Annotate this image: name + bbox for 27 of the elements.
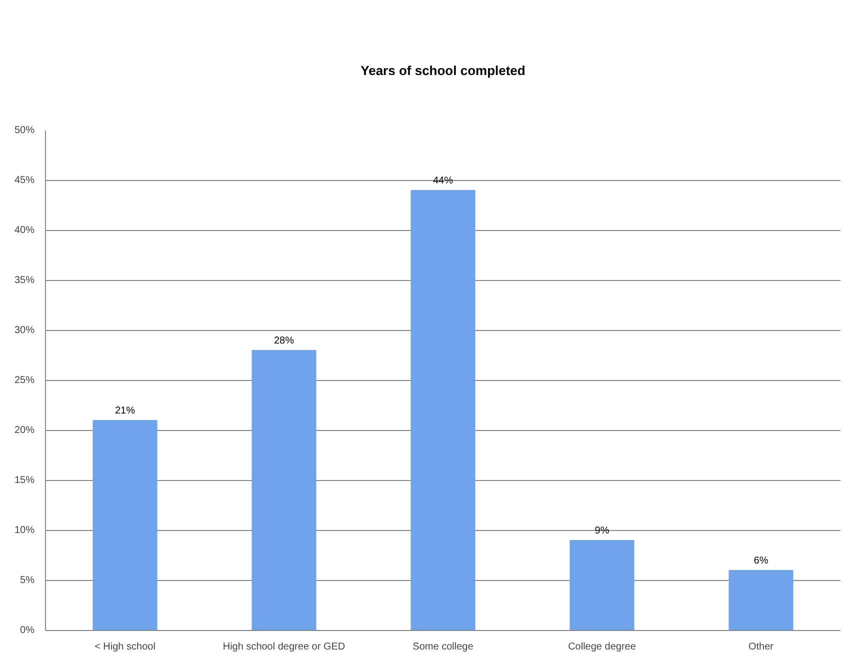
y-tick-label: 30% bbox=[14, 325, 35, 336]
y-tick-label: 5% bbox=[20, 575, 35, 586]
bar bbox=[92, 420, 158, 630]
y-tick-label: 10% bbox=[14, 525, 35, 536]
y-tick-label: 20% bbox=[14, 425, 35, 436]
y-tick-label: 35% bbox=[14, 275, 35, 286]
bar bbox=[252, 350, 316, 630]
data-label: 44% bbox=[432, 176, 454, 186]
chart-title: Years of school completed bbox=[360, 63, 526, 78]
x-tick-label: College degree bbox=[568, 642, 636, 652]
bar bbox=[410, 190, 476, 630]
x-tick-label: Other bbox=[748, 642, 774, 652]
y-tick-label: 45% bbox=[14, 175, 35, 186]
data-label: 9% bbox=[594, 526, 610, 536]
data-label: 6% bbox=[754, 556, 768, 566]
y-tick-label: 0% bbox=[20, 625, 35, 636]
y-tick-label: 15% bbox=[14, 475, 35, 486]
y-tick-label: 25% bbox=[14, 375, 35, 386]
x-tick-label: < High school bbox=[94, 642, 156, 652]
data-label: 21% bbox=[114, 406, 136, 416]
bar bbox=[728, 570, 794, 630]
y-tick-label: 40% bbox=[14, 225, 35, 236]
data-label: 28% bbox=[274, 336, 294, 346]
x-tick-label: Some college bbox=[412, 642, 474, 652]
x-tick-label: High school degree or GED bbox=[222, 642, 346, 652]
y-tick-label: 50% bbox=[14, 125, 35, 136]
bar bbox=[570, 540, 634, 630]
